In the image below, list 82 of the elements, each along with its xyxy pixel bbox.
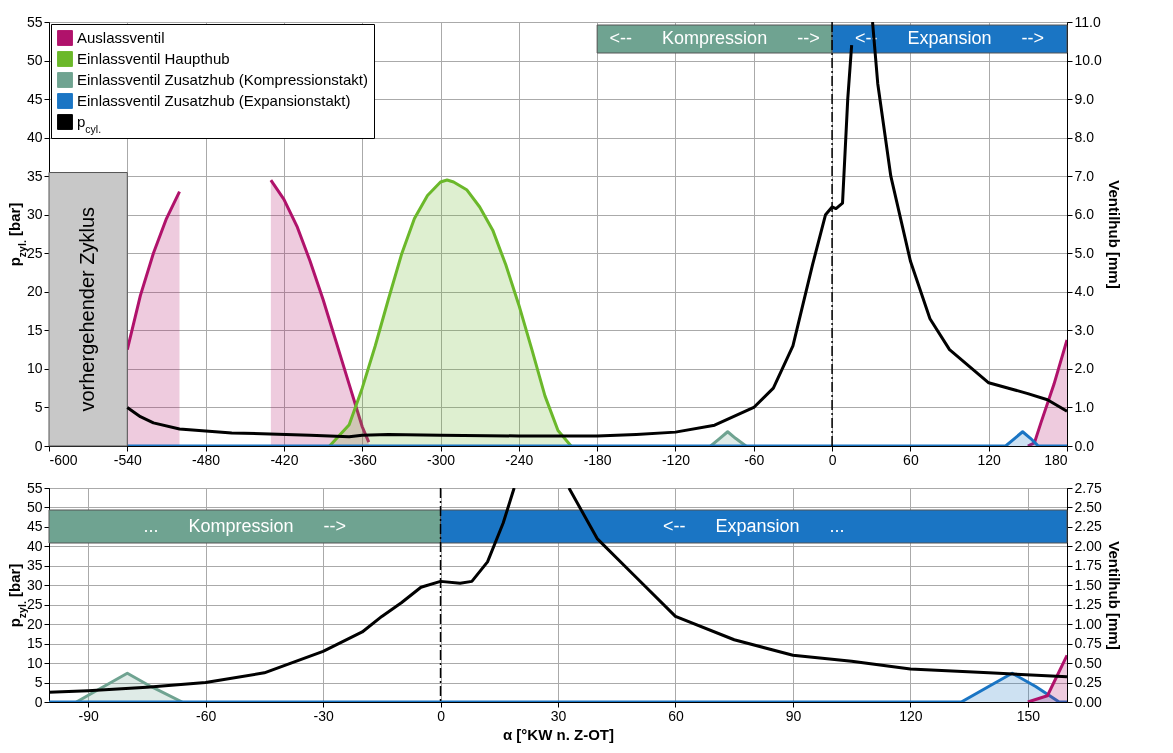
x-tick-label: -480: [192, 451, 221, 468]
y-tick-label: 15: [26, 321, 43, 338]
y-tick-label: 35: [26, 557, 43, 574]
y2-tick-label: 0.0: [1074, 437, 1095, 454]
y2-axis-title: Ventilhub [mm]: [1105, 180, 1123, 289]
legend-label: Einlassventil Zusatzhub (Kompressionstakt): [77, 71, 368, 88]
y-tick-label: 40: [26, 129, 43, 146]
y-tick-label: 10: [26, 360, 43, 377]
y2-tick-label: 1.75: [1074, 557, 1102, 574]
band-label: ... Kompression -->: [143, 515, 347, 536]
y-tick-label: 0: [34, 693, 43, 710]
y2-tick-label: 10.0: [1074, 52, 1102, 69]
y-tick-label: 25: [26, 244, 43, 261]
legend-label: Auslassventil: [77, 29, 165, 46]
y-tick-label: 0: [34, 437, 43, 454]
x-tick-label: 0: [828, 451, 837, 468]
y2-tick-label: 2.0: [1074, 360, 1095, 377]
y-tick-label: 55: [26, 479, 43, 496]
x-tick-label: 30: [550, 707, 567, 724]
y-tick-label: 10: [26, 654, 43, 671]
band-label: <-- Kompression -->: [609, 28, 820, 48]
y-tick-label: 45: [26, 90, 43, 107]
y2-tick-label: 2.00: [1074, 537, 1102, 554]
x-axis-title: α [°KW n. Z-OT]: [502, 725, 615, 743]
y2-axis-title: Ventilhub [mm]: [1105, 541, 1123, 650]
y2-tick-label: 1.50: [1074, 576, 1102, 593]
y-tick-label: 20: [26, 283, 43, 300]
y2-tick-label: 2.75: [1074, 479, 1102, 496]
y-tick-label: 5: [34, 398, 43, 415]
y-tick-label: 30: [26, 206, 43, 223]
y-tick-label: 50: [26, 498, 43, 515]
x-tick-label: -240: [505, 451, 534, 468]
x-tick-label: 60: [903, 451, 919, 468]
x-tick-label: -420: [270, 451, 299, 468]
y2-tick-label: 2.25: [1074, 518, 1102, 535]
legend-label: Einlassventil Haupthub: [77, 50, 230, 67]
x-tick-label: 60: [668, 707, 684, 724]
y-tick-label: 50: [26, 52, 43, 69]
x-tick-label: 120: [977, 451, 1002, 468]
band-label: <-- Expansion ...: [662, 515, 845, 536]
y2-tick-label: 0.00: [1074, 693, 1102, 710]
band-label: vorhergehender Zyklus: [76, 206, 99, 412]
x-tick-label: -540: [113, 451, 143, 468]
legend-label: p$_{cyl.}$: [77, 113, 102, 135]
x-tick-label: -300: [427, 451, 456, 468]
y-tick-label: 15: [26, 635, 43, 652]
y2-tick-label: 3.0: [1074, 321, 1095, 338]
y2-tick-label: 0.50: [1074, 654, 1102, 671]
x-tick-label: 150: [1016, 707, 1041, 724]
y-tick-label: 20: [26, 615, 43, 632]
y2-tick-label: 8.0: [1074, 129, 1095, 146]
x-tick-label: 0: [437, 707, 446, 724]
x-tick-label: -600: [49, 451, 78, 468]
y2-tick-label: 5.0: [1074, 244, 1095, 261]
y2-tick-label: 0.25: [1074, 674, 1102, 691]
y2-tick-label: 7.0: [1074, 167, 1095, 184]
x-tick-label: -360: [348, 451, 377, 468]
y2-tick-label: 11.0: [1074, 13, 1101, 30]
y-tick-label: 5: [34, 674, 43, 691]
x-tick-label: -120: [661, 451, 691, 468]
y2-tick-label: 0.75: [1074, 635, 1102, 652]
y-tick-label: 35: [26, 167, 43, 184]
x-tick-label: -60: [196, 707, 217, 724]
x-tick-label: -90: [78, 707, 99, 724]
y2-tick-label: 2.50: [1074, 498, 1102, 515]
y-tick-label: 30: [26, 576, 43, 593]
x-tick-label: -60: [744, 451, 765, 468]
x-tick-label: 90: [785, 707, 802, 724]
x-tick-label: 120: [899, 707, 923, 724]
y2-tick-label: 6.0: [1074, 206, 1095, 223]
y2-tick-label: 1.00: [1074, 615, 1102, 632]
y-tick-label: 55: [26, 13, 43, 30]
y2-tick-label: 1.0: [1074, 398, 1095, 415]
x-tick-label: 180: [1044, 451, 1068, 468]
y-tick-label: 45: [26, 518, 43, 535]
legend-label: Einlassventil Zusatzhub (Expansionstakt): [77, 92, 351, 109]
x-tick-label: -30: [313, 707, 334, 724]
y2-tick-label: 4.0: [1074, 283, 1095, 300]
y2-tick-label: 1.25: [1074, 596, 1102, 613]
x-tick-label: -180: [583, 451, 612, 468]
y-tick-label: 40: [26, 537, 43, 554]
y2-tick-label: 9.0: [1074, 90, 1095, 107]
